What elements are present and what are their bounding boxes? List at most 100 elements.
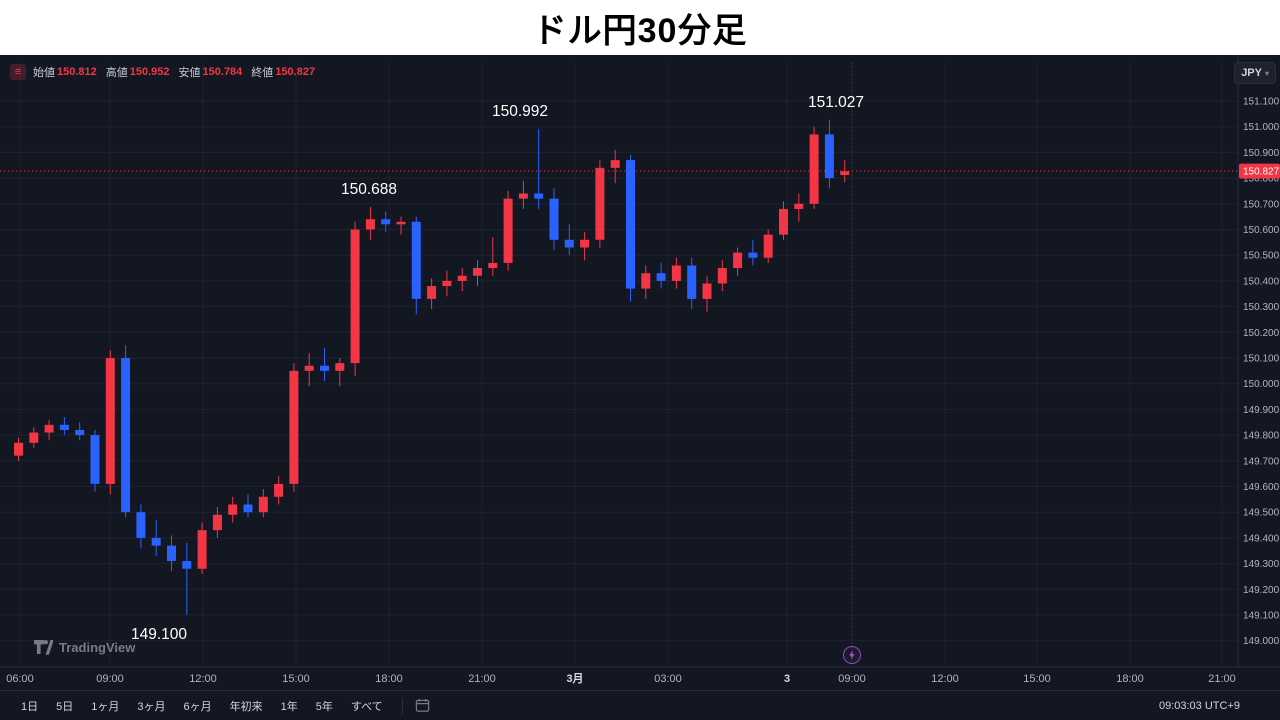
range-button-1日[interactable]: 1日 [21,700,39,713]
candle-body [151,537,161,546]
last-price-tag: 150.827 [1239,163,1280,179]
candle-body [320,365,329,371]
time-axis-label: 15:00 [1023,673,1051,685]
chevron-down-icon: ▾ [1264,68,1269,78]
candle-body [534,193,544,199]
ohlc-value: 150.812 [57,66,97,78]
time-axis-label: 06:00 [6,673,34,685]
price-axis-label: 149.700 [1243,456,1280,467]
time-axis-label: 18:00 [375,673,403,685]
price-axis-label: 149.300 [1243,559,1280,570]
candle-body [335,363,345,371]
price-axis-label: 149.400 [1243,533,1280,544]
range-button-5年[interactable]: 5年 [315,700,333,713]
candle-body [350,229,360,364]
time-axis-label: 21:00 [468,673,496,685]
clock-timezone[interactable]: 09:03:03 UTC+9 [1158,699,1240,712]
time-axis-label: 03:00 [654,673,682,685]
price-axis-label: 150.200 [1243,328,1280,339]
ohlc-label: 安値 [178,67,201,79]
candle-body [763,234,773,258]
price-axis-label: 150.300 [1243,302,1280,313]
candle-body [809,134,819,204]
price-axis-label: 151.000 [1243,122,1280,133]
candle-body [167,545,176,562]
ohlc-label: 始値 [33,67,55,79]
price-annotation: 150.688 [341,181,397,198]
price-axis-label: 151.100 [1243,97,1280,108]
candle-body [121,358,131,513]
range-button-年初来[interactable]: 年初来 [229,700,263,713]
candle-body [733,252,743,269]
page-title: ドル円30分足 [532,12,748,50]
price-axis-label: 150.500 [1243,251,1280,262]
price-axis-label: 150.600 [1243,225,1280,236]
candle-body [90,435,100,484]
candle-body [14,442,23,456]
symbol-menu-icon[interactable]: ≡ [10,64,26,80]
candle-body [687,265,697,299]
price-axis-label: 149.200 [1243,585,1280,596]
price-axis-label: 150.900 [1243,148,1280,159]
ohlc-value: 150.827 [275,66,316,78]
candle-body [243,504,253,513]
time-axis-label: 12:00 [189,673,217,685]
candle-body [580,239,590,248]
calendar-icon [415,698,429,712]
candle-body [228,504,238,515]
candle-body [840,171,850,176]
price-axis-label: 149.900 [1243,405,1280,416]
toolbar-divider [401,697,403,714]
time-axis[interactable]: 06:00 09:00 12:00 15:00 18:00 21:00 3月 03:00 3 09… [6,672,1236,685]
range-button-1年[interactable]: 1年 [280,700,298,713]
price-axis-label: 150.800 [1243,174,1280,185]
price-axis[interactable]: 151.100 151.000 150.900 150.800 150.700 150.6… [1243,97,1280,648]
go-to-date-button[interactable] [413,696,432,715]
candle-body [641,273,651,289]
price-axis-label: 150.100 [1243,354,1280,365]
chart-canvas[interactable]: 151.100 151.000 150.900 150.800 150.700 150.6… [0,55,1280,690]
candle-body [671,265,681,281]
ohlc-label: 高値 [105,67,128,79]
candle-body [564,239,574,248]
range-button-1ヶ月[interactable]: 1ヶ月 [91,700,120,713]
candle-body [503,198,513,263]
candle-body [442,280,452,287]
candle-body [457,275,467,281]
candle-body [274,483,284,497]
candle-body [717,268,727,284]
candles [14,119,850,615]
price-axis-label: 149.600 [1243,482,1280,493]
price-axis-label: 149.000 [1243,636,1280,647]
range-button-6ヶ月[interactable]: 6ヶ月 [183,700,212,713]
svg-text:150.827: 150.827 [1243,167,1280,178]
candle-body [182,561,192,569]
range-button-3ヶ月[interactable]: 3ヶ月 [137,700,166,713]
range-button-5日[interactable]: 5日 [56,700,74,713]
bottom-toolbar: 1日 5日 1ヶ月 3ヶ月 6ヶ月 年初来 1年 5年 すべて 09:03:03 UTC+9 [0,690,1280,720]
price-axis-label: 149.800 [1243,431,1280,442]
title-banner: ドル円30分足 [0,0,1280,55]
candle-body [748,252,758,258]
grid [0,63,1238,667]
range-button-すべて[interactable]: すべて [350,700,383,713]
candle-body [794,203,804,209]
tradingview-logo[interactable]: TradingView [34,640,135,655]
candle-body [702,283,712,299]
price-annotation: 151.027 [808,94,864,111]
tradingview-logo-icon [34,640,53,655]
realtime-status-button[interactable] [843,646,861,664]
tradingview-logo-text: TradingView [59,640,136,655]
candle-body [411,221,421,299]
candle-body [427,286,437,299]
time-axis-label: 18:00 [1116,673,1144,685]
time-axis-label: 12:00 [931,673,959,685]
ohlc-item: 安値 150.784 [179,64,243,80]
chart-panel: 151.100 151.000 150.900 150.800 150.700 150.6… [0,55,1280,690]
time-axis-label: 09:00 [96,673,124,685]
candle-body [212,514,222,531]
currency-selector-button[interactable]: JPY ▾ [1234,62,1276,84]
ohlc-item: 終値 150.827 [251,64,315,80]
candle-body [365,219,375,230]
